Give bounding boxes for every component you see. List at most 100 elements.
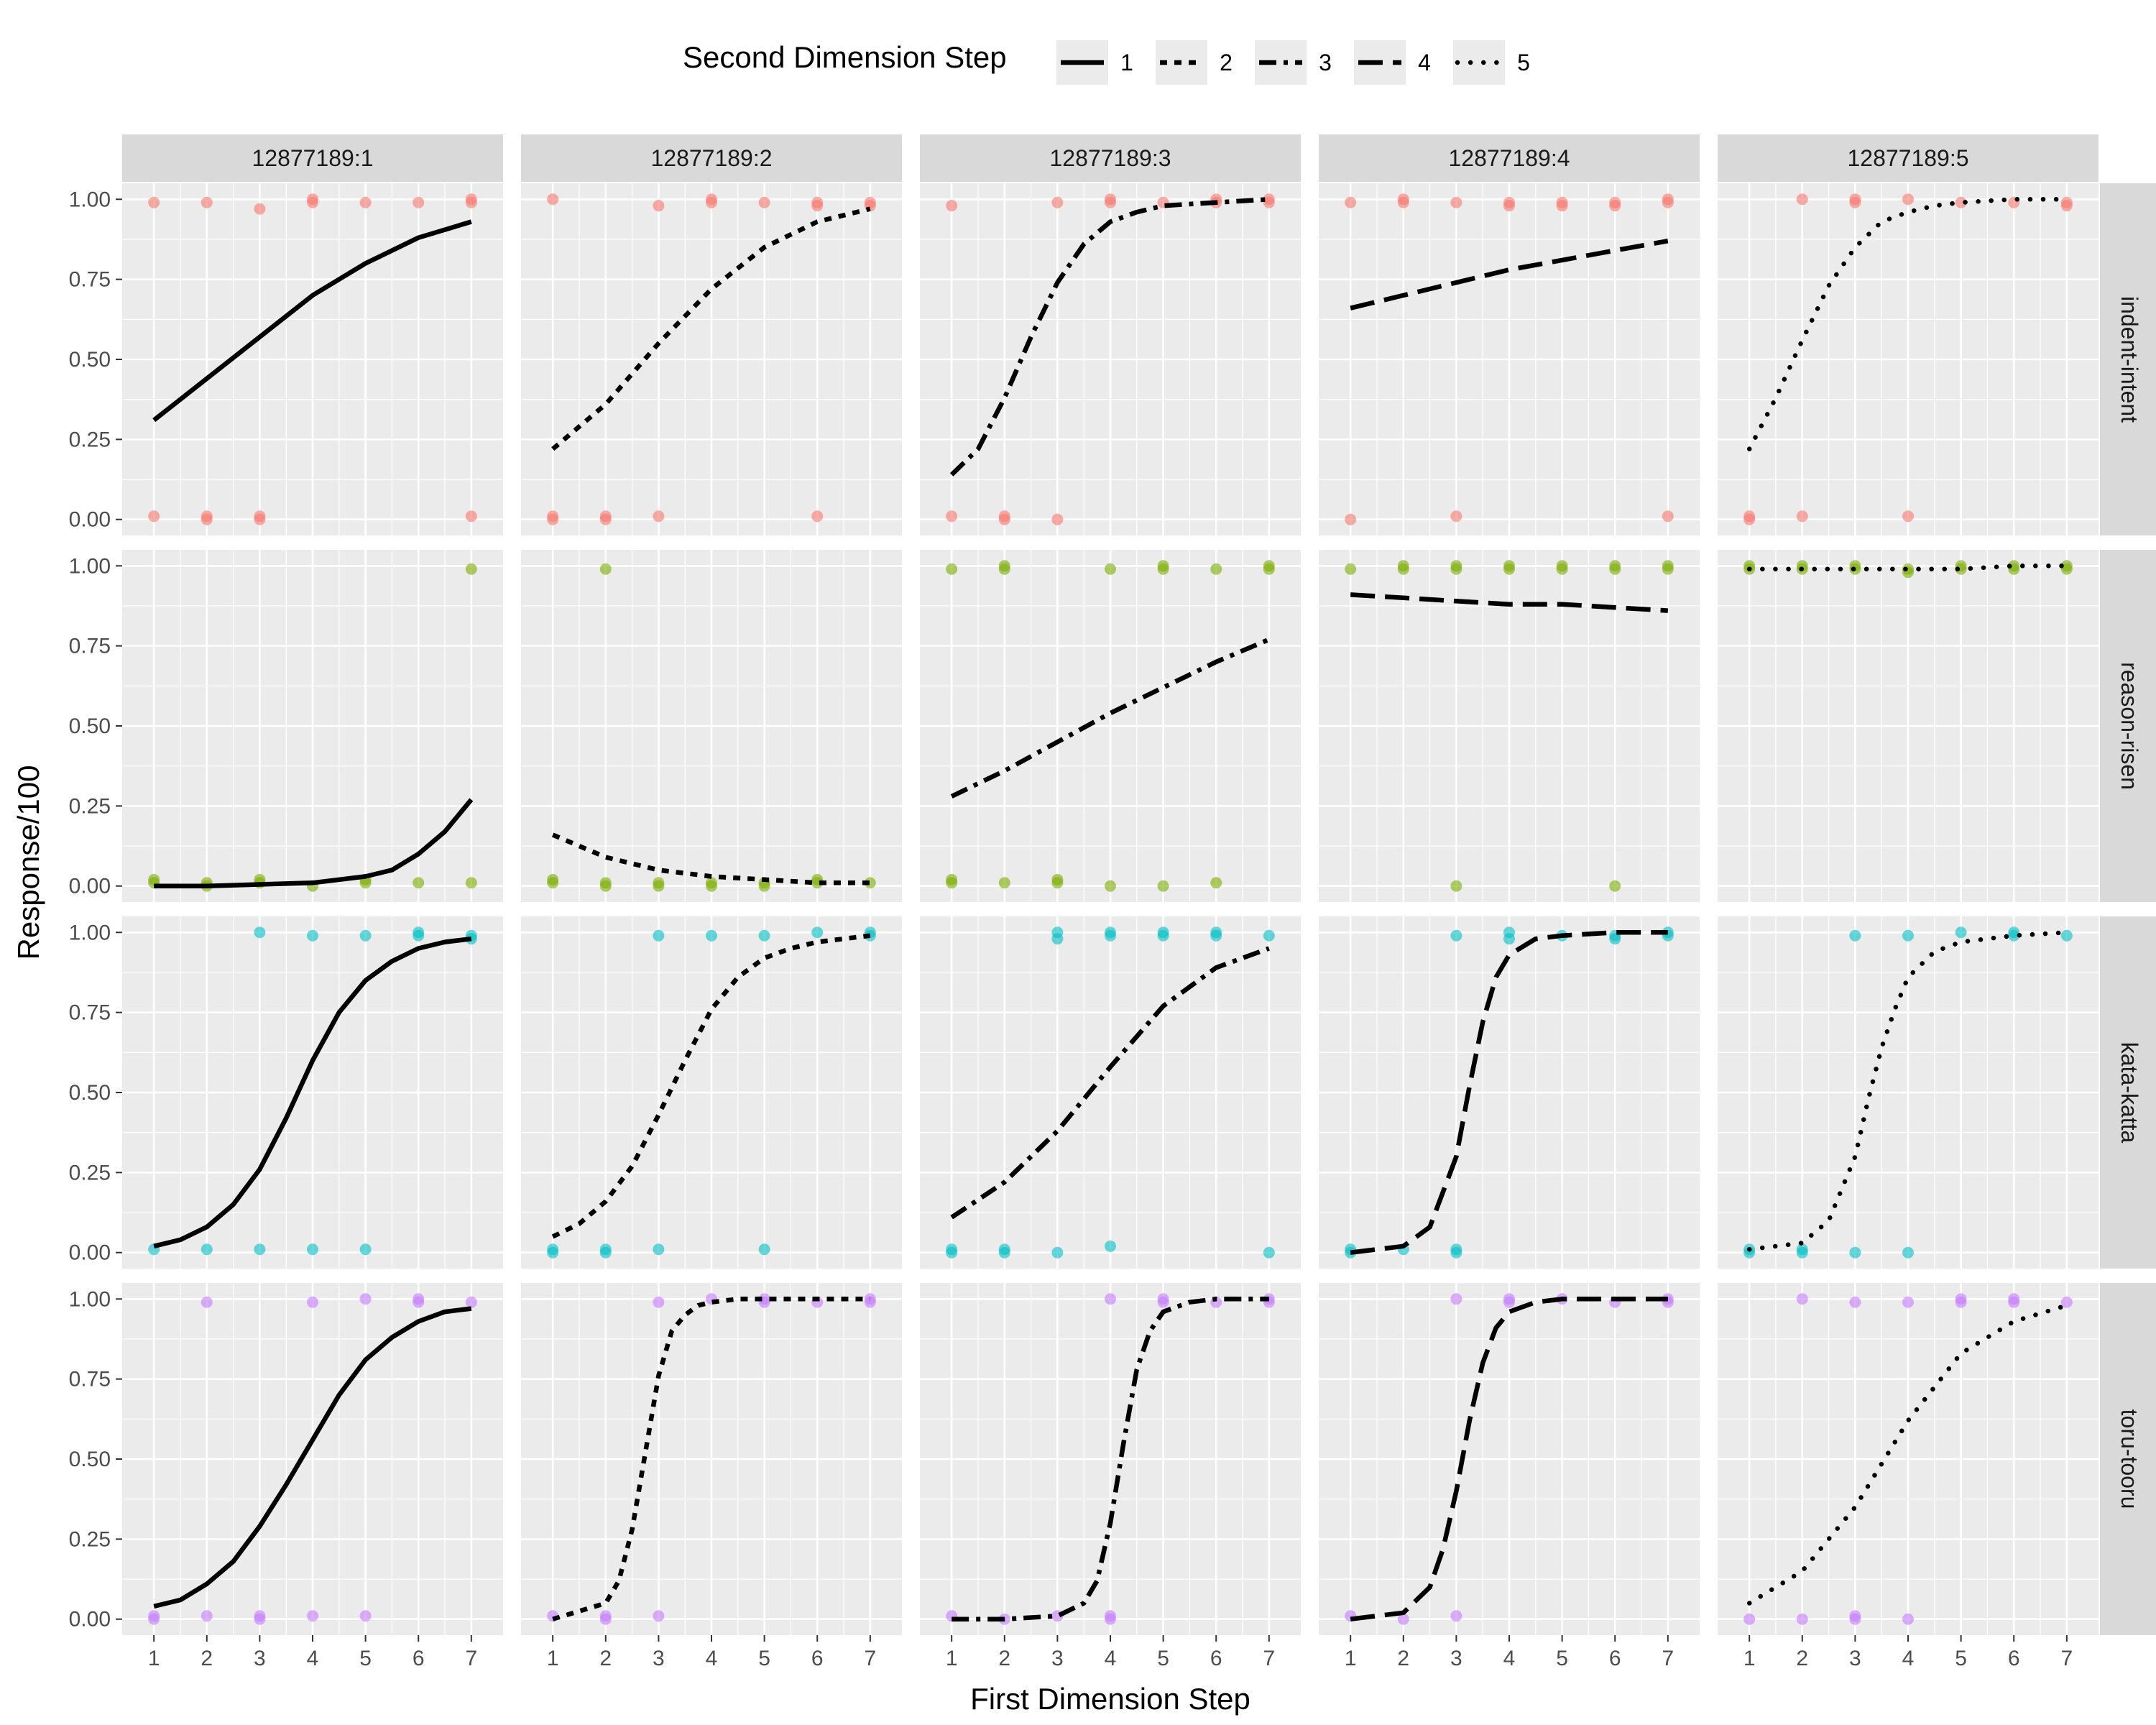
panel — [521, 183, 902, 535]
data-point — [998, 1246, 1010, 1259]
data-point — [1345, 513, 1357, 525]
x-tick-label: 7 — [864, 1647, 876, 1670]
data-point — [1397, 1613, 1409, 1625]
data-point — [653, 510, 665, 523]
x-tick-label: 5 — [1157, 1647, 1169, 1670]
data-point — [599, 880, 612, 892]
data-point — [1450, 510, 1462, 523]
data-point — [811, 510, 824, 523]
data-point — [1051, 933, 1064, 945]
fitted-curve — [551, 206, 871, 451]
column-strip-label: 12877189:1 — [252, 145, 373, 171]
data-point — [1902, 563, 1914, 575]
data-point — [201, 196, 213, 208]
x-tick-label: 5 — [758, 1647, 770, 1670]
x-tick-label: 4 — [1902, 1647, 1915, 1670]
x-tick-label: 6 — [413, 1647, 425, 1670]
row-strip-label: reason-risen — [2116, 662, 2142, 790]
data-point — [1662, 196, 1674, 208]
data-point — [307, 1610, 318, 1622]
data-point — [1105, 1613, 1116, 1625]
data-point — [1662, 510, 1674, 523]
data-point — [307, 929, 318, 942]
y-tick-label: 1.00 — [69, 921, 111, 944]
row-strip-label: toru-tooru — [2116, 1409, 2142, 1509]
data-point — [1556, 563, 1568, 575]
data-point — [2060, 200, 2073, 212]
data-point — [413, 877, 425, 889]
data-point — [811, 926, 824, 939]
data-point — [547, 873, 559, 886]
data-point — [1263, 1246, 1275, 1259]
column-strip-label: 12877189:2 — [650, 145, 772, 171]
panel: 1 2 3 4 5 6 7 — [920, 1283, 1301, 1670]
data-point — [1503, 563, 1515, 575]
legend: Second Dimension Step 1 2 3 4 5 — [683, 40, 1530, 85]
column-strip-label: 12877189:3 — [1049, 145, 1171, 171]
data-point — [599, 1246, 612, 1259]
data-point — [201, 1610, 213, 1622]
data-point — [413, 1293, 425, 1305]
data-point — [1210, 563, 1222, 575]
x-tick-label: 3 — [254, 1647, 266, 1670]
data-point — [1902, 510, 1914, 523]
x-tick-label: 3 — [1051, 1647, 1064, 1670]
data-point — [946, 200, 958, 212]
data-point — [1849, 929, 1861, 942]
x-tick-label: 4 — [307, 1647, 319, 1670]
data-point — [1051, 196, 1064, 208]
data-point — [1902, 1296, 1914, 1308]
y-tick-label: 0.50 — [69, 714, 111, 738]
data-point — [1450, 1293, 1462, 1305]
x-tick-label: 3 — [1450, 1647, 1462, 1670]
y-tick-label: 0.25 — [69, 1161, 111, 1184]
x-tick-label: 2 — [1397, 1647, 1409, 1670]
column-strip — [521, 134, 902, 182]
fitted-curve — [1350, 1297, 1668, 1622]
data-point — [1743, 560, 1756, 572]
x-tick-label: 4 — [1105, 1647, 1117, 1670]
data-point — [465, 563, 477, 575]
x-tick-label: 3 — [1849, 1647, 1861, 1670]
data-point — [254, 1243, 266, 1256]
data-point — [653, 880, 665, 892]
data-point — [1157, 880, 1169, 892]
panel — [920, 916, 1301, 1269]
data-point — [946, 563, 958, 575]
data-point — [2008, 1293, 2020, 1305]
legend-label: 4 — [1418, 50, 1431, 75]
data-point — [1397, 196, 1409, 208]
y-axis-title: Response/100 — [11, 765, 45, 960]
data-point — [1345, 196, 1357, 208]
data-point — [2008, 926, 2020, 939]
data-point — [1397, 563, 1409, 575]
data-point — [1902, 1613, 1914, 1625]
x-tick-label: 6 — [1210, 1647, 1222, 1670]
fitted-curve — [1350, 239, 1669, 310]
data-point — [1210, 877, 1222, 889]
data-point — [1157, 1293, 1169, 1305]
data-point — [1743, 1246, 1756, 1259]
data-point — [864, 1296, 876, 1308]
x-tick-label: 2 — [998, 1647, 1010, 1670]
fitted-curve — [949, 197, 1269, 477]
data-point — [706, 929, 717, 942]
data-point — [599, 510, 612, 523]
panel: 0.00 0.25 0.50 0.75 1.00 — [69, 183, 503, 535]
data-point — [148, 1613, 160, 1625]
panel: 1 2 3 4 5 6 7 — [521, 1283, 902, 1670]
data-point — [1051, 513, 1064, 525]
data-point — [1662, 563, 1674, 575]
fitted-curve — [551, 933, 871, 1239]
column-strip-label: 12877189:4 — [1448, 145, 1570, 171]
row-strip — [2100, 183, 2156, 535]
data-point — [201, 513, 213, 525]
fitted-curve — [952, 1297, 1269, 1622]
fitted-curve — [153, 936, 472, 1248]
fitted-curve — [551, 832, 870, 886]
fitted-curve — [1746, 1302, 2070, 1606]
data-point — [201, 1296, 213, 1308]
data-point — [1503, 933, 1515, 945]
y-tick-label: 1.00 — [69, 554, 111, 578]
